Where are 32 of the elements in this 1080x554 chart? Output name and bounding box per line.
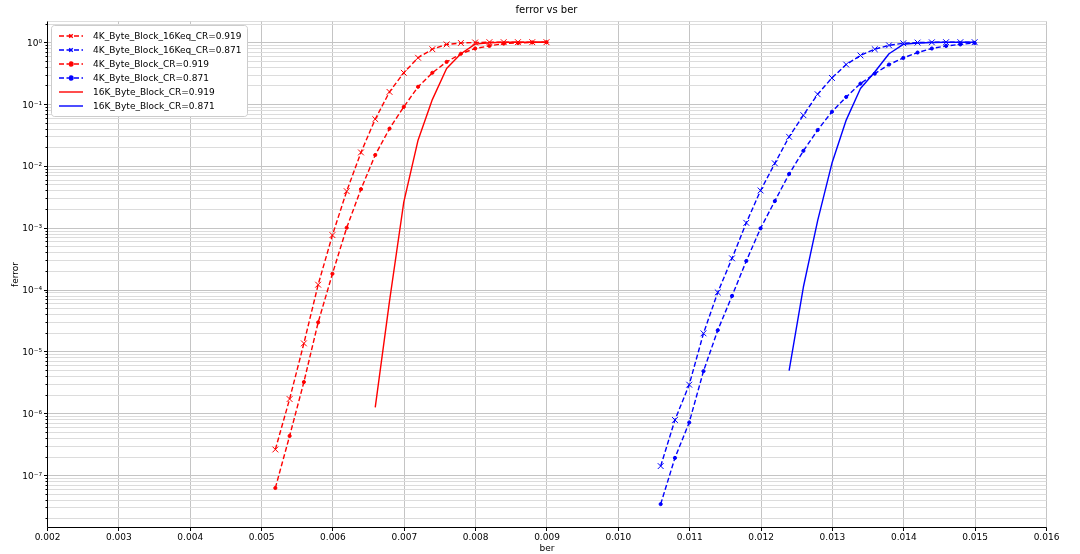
legend-label: 4K_Byte_Block_CR=0.919: [93, 59, 210, 69]
x-tick-label: 0.014: [890, 532, 917, 542]
y-tick-label: 10⁻²: [22, 161, 43, 172]
y-tick-label: 10⁰: [26, 37, 43, 48]
y-tick-label: 10⁻³: [22, 223, 43, 234]
legend-label: 4K_Byte_Block_16Keq_CR=0.871: [93, 45, 242, 55]
x-tick-label: 0.002: [34, 532, 61, 542]
x-tick-label: 0.010: [605, 532, 632, 542]
x-axis-title: ber: [539, 543, 555, 553]
x-tick-label: 0.016: [1033, 532, 1060, 542]
legend-label: 4K_Byte_Block_CR=0.871: [93, 73, 209, 83]
x-tick-label: 0.009: [534, 532, 561, 542]
legend-label: 4K_Byte_Block_16Keq_CR=0.919: [93, 31, 242, 41]
y-tick-label: 10⁻⁴: [22, 285, 43, 296]
x-tick-label: 0.005: [248, 532, 275, 542]
y-tick-label: 10⁻⁶: [22, 408, 43, 419]
x-tick-label: 0.008: [462, 532, 489, 542]
chart-title: ferror vs ber: [515, 3, 579, 15]
y-tick-label: 10⁻⁷: [22, 470, 43, 481]
x-tick-label: 0.011: [676, 532, 703, 542]
x-tick-label: 0.015: [962, 532, 989, 542]
legend-label: 16K_Byte_Block_CR=0.871: [93, 101, 215, 111]
x-tick-label: 0.006: [320, 532, 347, 542]
x-tick-label: 0.004: [177, 532, 204, 542]
y-axis-title: ferror: [10, 261, 21, 287]
x-tick-label: 0.003: [105, 532, 132, 542]
legend-label: 16K_Byte_Block_CR=0.919: [93, 87, 215, 97]
x-tick-label: 0.012: [748, 532, 774, 542]
x-tick-label: 0.013: [819, 532, 846, 542]
y-tick-label: 10⁻⁵: [22, 346, 43, 357]
y-tick-label: 10⁻¹: [22, 99, 43, 110]
x-tick-label: 0.007: [391, 532, 418, 542]
